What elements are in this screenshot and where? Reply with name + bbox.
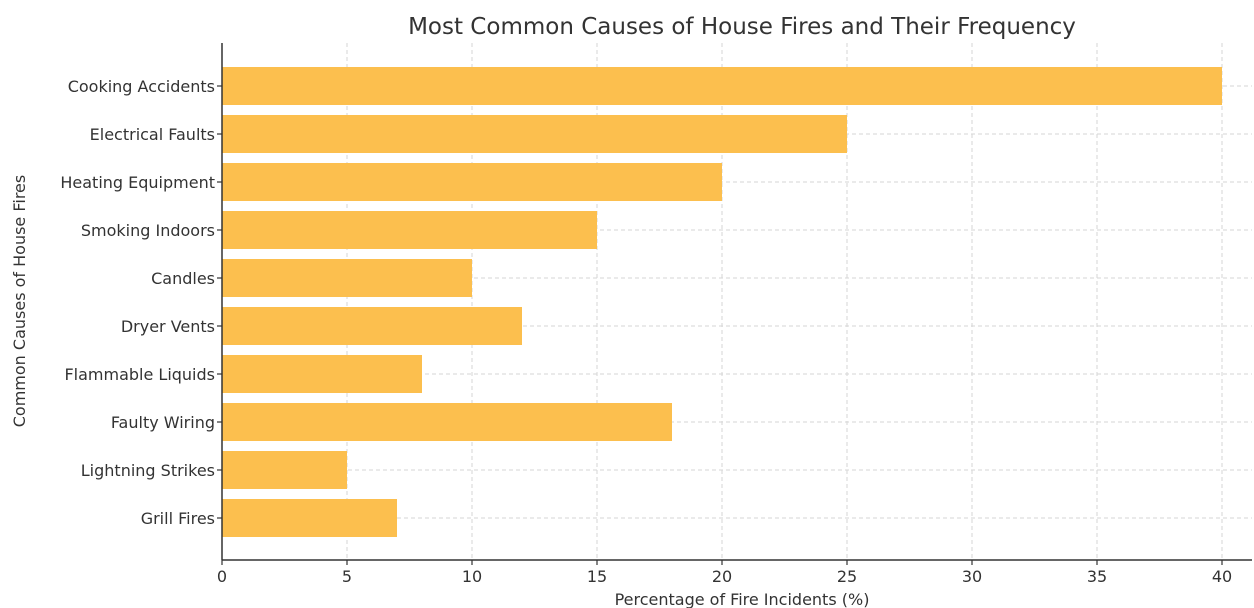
y-tick-label: Grill Fires — [141, 509, 215, 528]
bar — [222, 355, 422, 393]
y-tick-label: Heating Equipment — [60, 173, 215, 192]
bar — [222, 451, 347, 489]
x-axis-label: Percentage of Fire Incidents (%) — [615, 590, 870, 608]
x-tick-label: 0 — [217, 567, 227, 586]
bar — [222, 211, 597, 249]
axes — [221, 43, 1252, 561]
y-tick-label: Faulty Wiring — [111, 413, 215, 432]
bar — [222, 259, 472, 297]
x-tick-label: 40 — [1212, 567, 1232, 586]
x-tick-label: 15 — [587, 567, 607, 586]
y-tick-label: Smoking Indoors — [81, 221, 215, 240]
y-tick-label: Flammable Liquids — [64, 365, 215, 384]
chart-title: Most Common Causes of House Fires and Th… — [408, 14, 1076, 40]
x-tick-label: 30 — [962, 567, 982, 586]
bar — [222, 403, 672, 441]
x-tick-label: 20 — [712, 567, 732, 586]
x-tick-label: 5 — [342, 567, 352, 586]
bars — [222, 67, 1222, 537]
y-tick-label: Cooking Accidents — [68, 77, 215, 96]
x-tick-label: 35 — [1087, 567, 1107, 586]
y-ticks: Cooking Accidents Electrical Faults Heatin… — [60, 77, 222, 528]
bar — [222, 163, 722, 201]
bar — [222, 499, 397, 537]
y-tick-label: Electrical Faults — [90, 125, 215, 144]
y-tick-label: Candles — [151, 269, 215, 288]
bar — [222, 115, 847, 153]
y-tick-label: Lightning Strikes — [81, 461, 215, 480]
bar — [222, 307, 522, 345]
x-tick-label: 25 — [837, 567, 857, 586]
x-ticks: 0 5 10 15 20 25 30 35 40 — [217, 560, 1232, 586]
x-tick-label: 10 — [462, 567, 482, 586]
y-tick-label: Dryer Vents — [121, 317, 215, 336]
y-axis-label: Common Causes of House Fires — [10, 175, 29, 428]
bar — [222, 67, 1222, 105]
